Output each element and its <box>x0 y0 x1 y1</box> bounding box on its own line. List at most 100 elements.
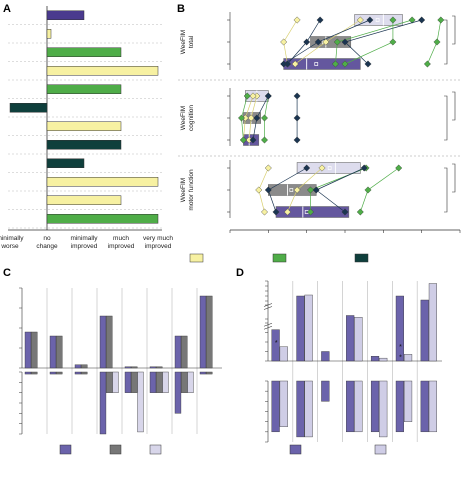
subject-diamond <box>247 114 255 122</box>
bar-P9 <box>46 66 159 76</box>
box-mean <box>289 188 294 192</box>
subject-diamond <box>239 136 247 144</box>
c-bottom-bar-day-0 <box>156 371 163 393</box>
group-ylabel: WeeFIMcognition <box>180 105 195 131</box>
legend-d-swatch <box>374 444 387 455</box>
d-bottom-bar-after-4-AP <box>354 380 363 433</box>
subject-diamond <box>264 186 272 194</box>
subject-diamond <box>408 16 416 24</box>
c-bottom-bar-day-0 <box>81 371 88 375</box>
c-bottom-bar-day-0 <box>206 371 213 375</box>
subject-diamond <box>312 186 320 194</box>
subject-diamond <box>322 38 330 46</box>
c-top-bar-last-f-u <box>174 335 182 369</box>
d-top-bar-before-4-AP <box>271 329 280 362</box>
x-tick-label: minimally improved <box>70 235 98 250</box>
subject-diamond <box>389 38 397 46</box>
subject-diamond <box>293 92 301 100</box>
subject-diamond <box>280 60 288 68</box>
d-top-bar-after-4-AP <box>379 357 388 362</box>
subject-diamond <box>314 38 322 46</box>
subject-diamond <box>249 92 257 100</box>
subject-diamond <box>253 114 261 122</box>
bar-P6 <box>46 121 122 131</box>
x-tick-label: much improved <box>108 235 135 250</box>
panel-letter-b: B <box>177 3 185 15</box>
c-bottom-bar-day-0 <box>56 371 63 375</box>
c-top-bar-day-0 <box>156 366 163 369</box>
subject-diamond <box>360 164 368 172</box>
x-tick-label: no change <box>36 235 58 250</box>
d-top-bar-before-4-AP <box>370 356 380 362</box>
d-top-bar-before-4-AP <box>420 299 429 362</box>
sig-bracket <box>452 15 456 45</box>
d-bottom-bar-after-4-AP <box>428 380 437 433</box>
bar-P2 <box>46 195 122 205</box>
c-top-bar-day-0 <box>81 364 88 369</box>
box-mean <box>314 62 319 66</box>
c-top-bar-day-0 <box>181 335 188 369</box>
c-top-bar-day-0 <box>56 335 63 369</box>
d-bottom-bar-after-4-AP <box>379 380 388 438</box>
subject-diamond <box>341 60 349 68</box>
bar-P5 <box>46 140 122 150</box>
subject-diamond <box>238 114 245 122</box>
d-bottom-bar-before-4-AP <box>296 380 305 438</box>
c-bottom-bar-last-f-u <box>99 371 107 435</box>
c-top-bar-day-0 <box>206 295 213 369</box>
c-bottom-bar-next-f-u <box>187 371 194 393</box>
subject-diamond <box>293 114 301 122</box>
bar-P8 <box>46 84 122 94</box>
c-top-bar-last-f-u <box>24 331 32 369</box>
legend-b-swatch <box>189 253 204 263</box>
c-bottom-bar-day-0 <box>181 371 188 393</box>
c-top-bar-last-f-u <box>74 364 82 369</box>
sig-bracket <box>452 163 456 193</box>
legend-c-swatch <box>149 444 162 455</box>
subject-diamond <box>243 92 251 100</box>
box-mean <box>375 18 380 22</box>
c-bottom-bar-next-f-u <box>112 371 119 393</box>
d-sig-star: * <box>275 340 278 347</box>
subject-diamond <box>255 186 263 194</box>
sig-bracket <box>452 91 456 121</box>
subject-diamond <box>264 92 272 100</box>
x-tick-label: very much improved <box>143 235 173 250</box>
subject-diamond <box>291 60 299 68</box>
d-top-bar-after-4-AP <box>279 346 288 362</box>
subject-diamond <box>261 208 268 216</box>
group-ylabel: WeeFIMtotal <box>180 30 195 54</box>
sig-bracket <box>444 19 448 65</box>
subject-diamond <box>318 164 326 172</box>
subject-line <box>344 20 394 65</box>
bar-P4 <box>46 158 85 168</box>
subject-diamond <box>366 16 374 24</box>
legend-b <box>189 253 369 263</box>
d-bottom-bar-before-4-AP <box>321 380 330 402</box>
c-bottom-bar-last-f-u <box>74 371 82 375</box>
c-top-bar-day-0 <box>31 331 38 369</box>
c-top-bar-last-f-u <box>124 366 132 369</box>
d-top-bar-after-4-AP <box>403 354 413 362</box>
subject-line <box>344 19 422 65</box>
d-bottom-bar-before-4-AP <box>346 380 355 433</box>
subject-diamond <box>307 208 314 216</box>
subject-diamond <box>364 60 372 68</box>
legend-c <box>59 444 162 455</box>
sig-bracket <box>444 95 448 141</box>
d-sig-star: * <box>399 344 402 351</box>
d-bottom-bar-after-4-AP <box>304 380 313 438</box>
c-top-bar-last-f-u <box>199 295 207 369</box>
d-bottom-bar-before-4-AP <box>420 380 429 433</box>
box-0 <box>354 14 403 26</box>
c-bottom-bar-day-0 <box>106 371 113 393</box>
subject-diamond <box>356 208 364 216</box>
panel-letter-a: A <box>3 3 11 15</box>
d-bottom-bar-before-4-AP <box>395 380 404 433</box>
c-bottom-bar-last-f-u <box>199 371 207 375</box>
subject-diamond <box>272 208 280 216</box>
panel-b-chart: WeeFIMtotal WeeFIMcognition WeeFIMmotor fu… <box>178 12 462 233</box>
bar-P11 <box>46 29 52 39</box>
